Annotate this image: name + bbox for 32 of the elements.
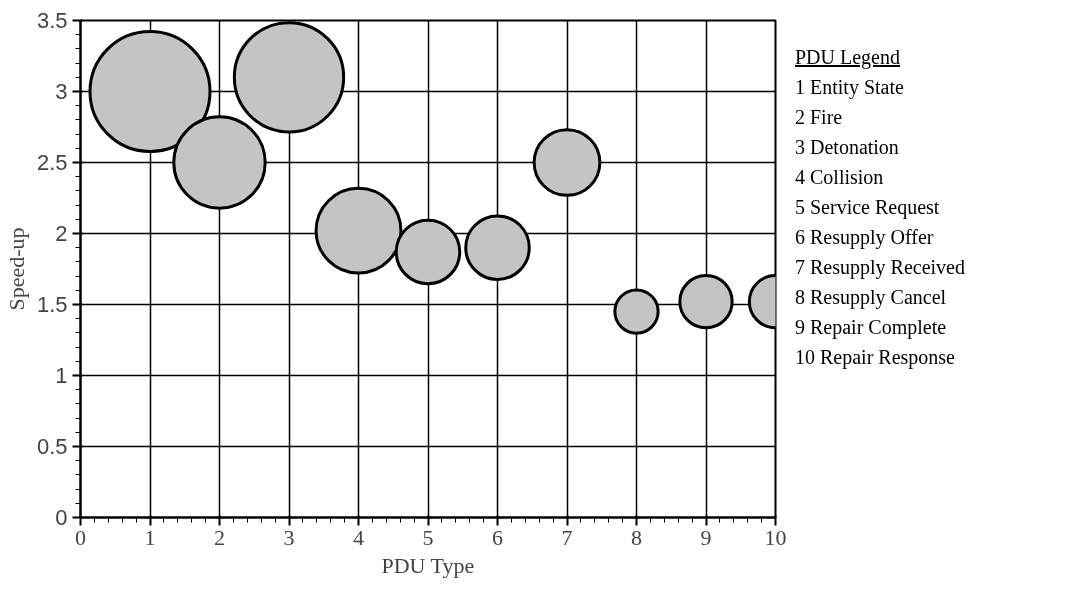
y-tick-label: 0.5 <box>36 434 68 459</box>
text: 7 Resupply Received <box>795 255 965 279</box>
x-tick-label: 10 <box>764 524 787 550</box>
x-tick-label: 5 <box>422 524 434 550</box>
text: 8 Resupply Cancel <box>795 285 948 309</box>
x-axis-title: PDU Type <box>381 552 475 578</box>
x-tick-label: 8 <box>631 524 642 550</box>
text: PDU Legend <box>795 45 901 69</box>
y-tick-label: 1 <box>55 363 68 388</box>
text: 10 Repair Response <box>795 345 956 369</box>
y-tick-label: 3.5 <box>36 8 68 33</box>
text: 5 Service Request <box>795 195 941 219</box>
x-tick-label: 1 <box>144 524 156 550</box>
x-tick-label: 0 <box>75 524 86 550</box>
text: 1 Entity State <box>795 75 905 99</box>
text: 6 Resupply Offer <box>795 225 935 249</box>
y-axis-title: Speed-up <box>3 227 29 311</box>
text: 4 Collision <box>795 165 885 189</box>
y-tick-label: 0 <box>55 505 68 530</box>
y-tick-label: 2.5 <box>36 150 68 175</box>
x-tick-label: 7 <box>561 524 573 550</box>
y-tick-label: 1.5 <box>36 292 68 317</box>
text: 9 Repair Complete <box>795 315 948 339</box>
x-tick-label: 3 <box>283 524 295 550</box>
y-tick-label: 2 <box>55 221 68 246</box>
x-tick-label: 9 <box>700 524 712 550</box>
x-tick-label: 6 <box>492 524 503 550</box>
text: 2 Fire <box>795 105 844 129</box>
x-tick-label: 2 <box>214 524 225 550</box>
text: 3 Detonation <box>795 135 900 159</box>
y-tick-label: 3 <box>55 79 68 104</box>
x-tick-label: 4 <box>353 524 364 550</box>
